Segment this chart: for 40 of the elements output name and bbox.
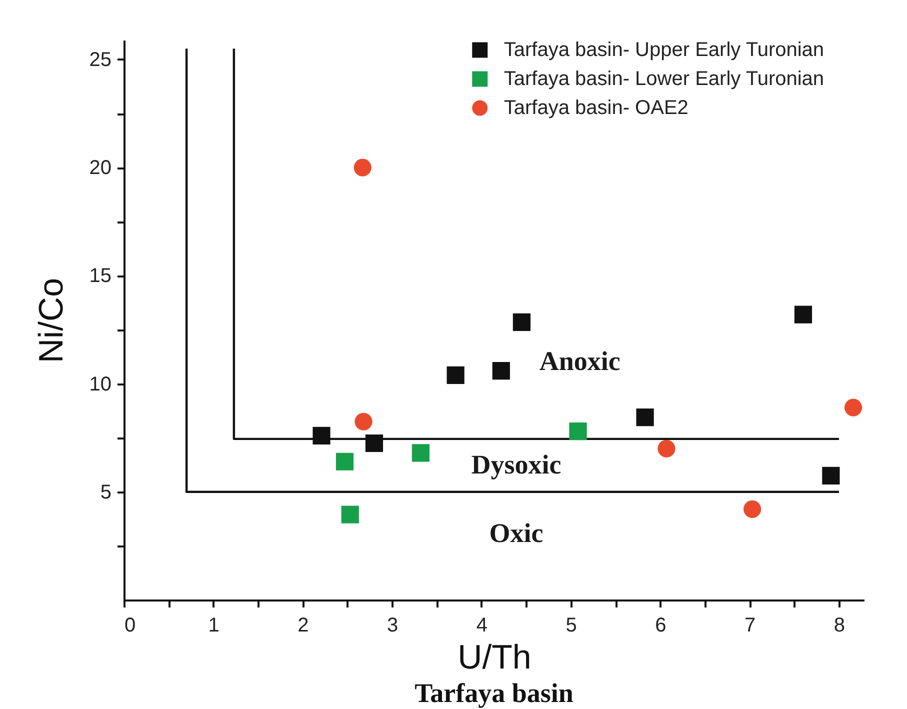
point: [336, 452, 354, 470]
point: [446, 366, 464, 384]
point: [312, 426, 330, 444]
point: [365, 434, 384, 452]
legend-label: Tarfaya basin- Lower Early Turonian: [504, 68, 824, 90]
y-tick-label: 5: [100, 481, 112, 504]
annotation: Dysoxic: [471, 450, 562, 480]
point: [341, 506, 359, 524]
x-tick-label: 4: [476, 614, 488, 636]
point: [569, 422, 587, 440]
x-tick-label: 2: [298, 614, 309, 636]
legend-label: Tarfaya basin- Upper Early Turonian: [504, 39, 824, 61]
legend-label: Tarfaya basin- OAE2: [504, 97, 688, 119]
text: Tarfaya basin: [414, 678, 574, 708]
y-tick-label: 10: [89, 373, 112, 396]
y-tick-label: 15: [89, 265, 112, 288]
point: [492, 362, 510, 380]
point: [743, 500, 762, 518]
point: [844, 398, 862, 416]
x-tick-label: 5: [566, 614, 577, 636]
point: [354, 412, 372, 430]
point: [658, 440, 676, 458]
x-tick-label: 3: [387, 614, 398, 636]
x-tick-label: 7: [744, 614, 756, 636]
y-tick-label: 25: [89, 48, 112, 71]
point: [636, 408, 654, 426]
x-axis-title: U/Th: [458, 638, 532, 676]
y-axis-title: Ni/Co: [32, 278, 70, 364]
x-tick-label: 8: [834, 614, 846, 636]
x-tick-label: 0: [124, 614, 136, 636]
x-tick-label: 1: [208, 614, 220, 636]
point: [822, 466, 840, 484]
point: [512, 313, 531, 331]
annotation: Anoxic: [539, 346, 620, 376]
annotation: Oxic: [489, 518, 544, 548]
point: [354, 158, 372, 176]
point: [412, 444, 430, 462]
point: [794, 306, 812, 324]
x-tick-label: 6: [655, 614, 666, 636]
y-tick-label: 20: [89, 157, 112, 180]
